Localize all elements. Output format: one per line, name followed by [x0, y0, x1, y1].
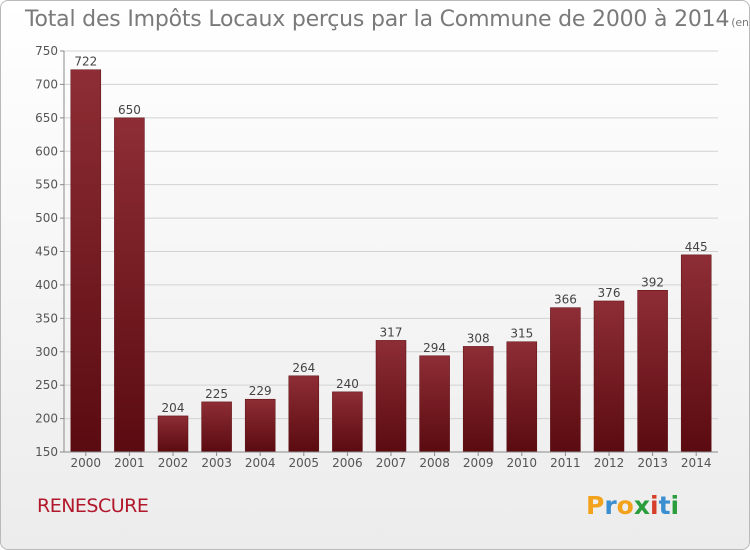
- x-tick-label: 2006: [332, 456, 363, 470]
- y-tick-label: 200: [35, 412, 58, 426]
- bar-value-label: 392: [641, 275, 664, 289]
- x-tick-label: 2007: [376, 456, 407, 470]
- data-labels: 722 650 204 225 229 264 240 317 294 308 315 366 376 3…: [74, 55, 707, 415]
- bar: [244, 398, 276, 453]
- bar-value-label: 445: [685, 240, 708, 254]
- bar-value-label: 229: [249, 384, 272, 398]
- y-axis-ticks: 150 200 250 300 350 400 450 500 550 600 650 700 750: [35, 44, 64, 459]
- bar-value-label: 308: [467, 331, 490, 345]
- bar: [680, 254, 712, 453]
- y-tick-label: 600: [35, 144, 58, 158]
- x-axis-ticks: 2000 2001 2002 2003 2004 2005 2006 2007 2008 2009…: [71, 452, 712, 470]
- proxiti-logo: Proxiti: [586, 491, 679, 520]
- chart-title: Total des Impôts Locaux perçus par la Co…: [25, 7, 749, 32]
- y-tick-label: 650: [35, 111, 58, 125]
- y-tick-label: 450: [35, 245, 58, 259]
- bar: [332, 391, 363, 453]
- x-tick-label: 2004: [245, 456, 276, 470]
- x-tick-label: 2008: [419, 456, 450, 470]
- x-tick-label: 2012: [594, 456, 625, 470]
- y-tick-label: 400: [35, 278, 58, 292]
- x-tick-label: 2010: [507, 456, 538, 470]
- bar-value-label: 722: [74, 55, 97, 69]
- x-tick-label: 2011: [550, 456, 581, 470]
- bar: [375, 340, 407, 453]
- bar-value-label: 225: [205, 387, 228, 401]
- x-tick-label: 2005: [289, 456, 320, 470]
- logo-letter: i: [670, 491, 680, 520]
- bar-value-label: 204: [162, 401, 185, 415]
- bar-value-label: 366: [554, 293, 577, 307]
- bar: [637, 290, 668, 453]
- chart-title-text: Total des Impôts Locaux perçus par la Co…: [25, 7, 730, 32]
- bar: [288, 375, 320, 453]
- logo-letter: r: [604, 491, 617, 520]
- y-tick-label: 250: [35, 378, 58, 392]
- bar: [419, 355, 450, 453]
- y-tick-label: 550: [35, 178, 58, 192]
- bar-value-label: 315: [510, 327, 533, 341]
- bar: [462, 346, 494, 453]
- x-tick-label: 2002: [158, 456, 189, 470]
- bar-value-label: 650: [118, 103, 141, 117]
- x-tick-label: 2014: [681, 456, 712, 470]
- y-tick-label: 150: [35, 445, 58, 459]
- logo-letter: i: [650, 491, 659, 520]
- bar-value-label: 294: [423, 341, 446, 355]
- y-tick-label: 700: [35, 77, 58, 91]
- bar: [550, 307, 581, 453]
- chart-unit: (en milliers d'€): [731, 16, 749, 29]
- bar-value-label: 317: [380, 325, 403, 339]
- x-tick-label: 2001: [114, 456, 145, 470]
- x-tick-label: 2013: [637, 456, 668, 470]
- x-tick-label: 2003: [201, 456, 232, 470]
- y-tick-label: 350: [35, 311, 58, 325]
- y-tick-label: 500: [35, 211, 58, 225]
- x-tick-label: 2000: [71, 456, 102, 470]
- bars: [70, 69, 712, 453]
- bar: [70, 69, 102, 453]
- bar-value-label: 264: [292, 361, 315, 375]
- bar: [201, 401, 232, 453]
- x-tick-label: 2009: [463, 456, 494, 470]
- y-tick-label: 750: [35, 44, 58, 58]
- logo-letter: P: [586, 491, 605, 520]
- bar: [157, 415, 189, 453]
- logo-letter: x: [633, 491, 650, 520]
- commune-name: RENESCURE: [37, 495, 149, 517]
- y-tick-label: 300: [35, 345, 58, 359]
- logo-letter: o: [616, 491, 634, 520]
- bar-value-label: 376: [598, 286, 621, 300]
- bar: [114, 117, 145, 453]
- logo-letter: t: [658, 491, 671, 520]
- bar: [593, 300, 625, 453]
- bar-value-label: 240: [336, 377, 359, 391]
- bar: [506, 341, 538, 453]
